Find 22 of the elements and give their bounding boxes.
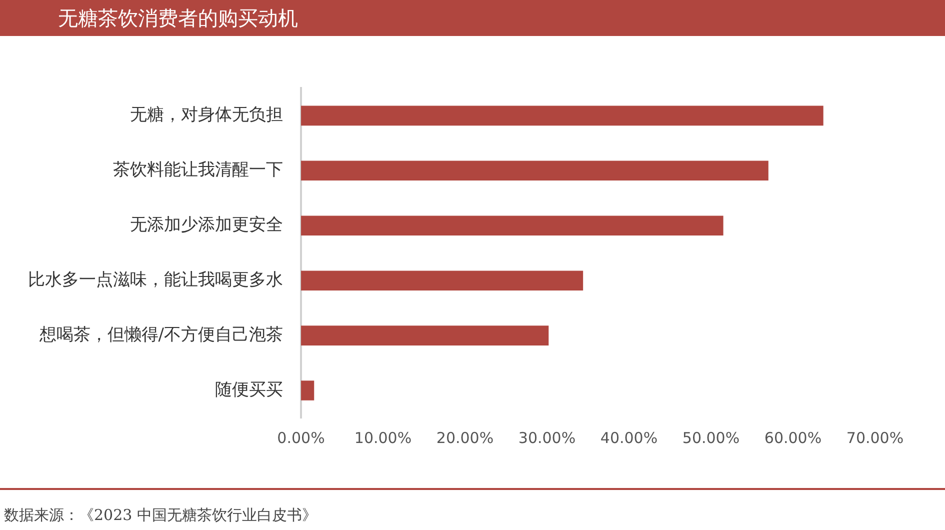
y-tick-label: 想喝茶，但懒得/不方便自己泡茶 bbox=[38, 324, 283, 345]
y-tick-label: 无糖，对身体无负担 bbox=[130, 105, 283, 126]
y-tick-label: 比水多一点滋味，能让我喝更多水 bbox=[28, 270, 283, 290]
x-tick-label: 60.00% bbox=[764, 428, 822, 447]
bar bbox=[301, 160, 768, 181]
bar bbox=[301, 270, 584, 290]
x-tick-label: 0.00% bbox=[277, 428, 325, 447]
x-tick-label: 70.00% bbox=[846, 428, 904, 447]
y-tick-label: 无添加少添加更安全 bbox=[130, 215, 283, 236]
x-tick-label: 20.00% bbox=[436, 428, 494, 447]
y-tick-label: 随便买买 bbox=[215, 380, 283, 400]
bar bbox=[301, 326, 549, 346]
x-tick-label: 10.00% bbox=[354, 428, 412, 447]
chart-title: 无糖茶饮消费者的购买动机 bbox=[0, 0, 945, 36]
x-tick-label: 30.00% bbox=[518, 428, 576, 447]
bar bbox=[301, 106, 824, 126]
source-note: 数据来源：《2023 中国无糖茶饮行业白皮书》 bbox=[4, 506, 317, 525]
x-tick-label: 40.00% bbox=[600, 428, 658, 447]
x-tick-label: 50.00% bbox=[682, 428, 740, 447]
bar bbox=[301, 216, 724, 236]
bar bbox=[301, 380, 314, 400]
y-tick-label: 茶饮料能让我清醒一下 bbox=[113, 160, 283, 180]
